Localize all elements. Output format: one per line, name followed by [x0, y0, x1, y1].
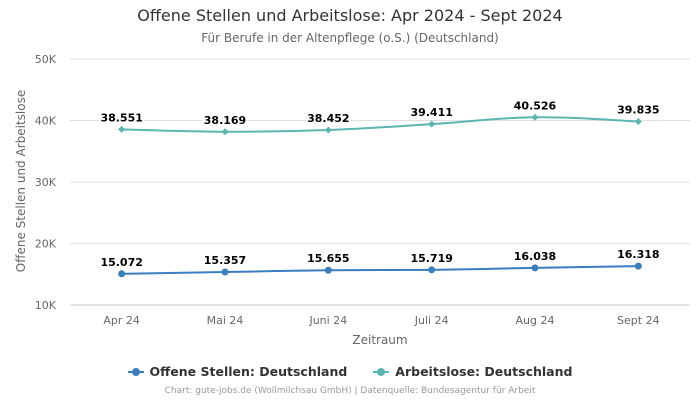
legend-item-arbeitslose[interactable]: Arbeitslose: Deutschland: [373, 364, 572, 379]
data-label: 15.072: [100, 256, 142, 269]
data-label: 39.411: [410, 106, 452, 119]
data-point: [118, 270, 126, 278]
chart-subtitle: Für Berufe in der Altenpflege (o.S.) (De…: [201, 31, 499, 45]
data-label: 16.318: [617, 248, 659, 261]
data-point: [221, 128, 229, 136]
x-axis-ticks: Apr 24 Mai 24 Juni 24 Juli 24 Aug 24 Sept 24: [103, 314, 659, 327]
data-label: 38.169: [204, 114, 246, 127]
data-point: [634, 118, 642, 126]
series-layer: [118, 113, 642, 278]
chart-title: Offene Stellen und Arbeitslose: Apr 2024…: [137, 6, 563, 25]
chart-plot: 10K 20K 30K 40K 50K Apr 24 Mai 24 Juni 24 Juli …: [14, 53, 690, 347]
data-point: [118, 125, 126, 133]
series-line: [121, 265, 639, 275]
data-label: 15.357: [204, 254, 246, 267]
grid-lines: [70, 58, 690, 306]
data-label: 15.655: [307, 252, 349, 265]
data-label: 38.551: [100, 111, 142, 124]
x-tick-label: Mai 24: [207, 314, 244, 327]
data-label: 38.452: [307, 112, 349, 125]
data-point: [428, 266, 436, 274]
y-tick-label: 50K: [35, 53, 57, 66]
data-point: [324, 266, 332, 274]
data-point: [428, 120, 436, 128]
y-tick-label: 40K: [35, 115, 57, 128]
data-point: [221, 268, 229, 276]
x-tick-label: Apr 24: [103, 314, 140, 327]
data-point: [324, 126, 332, 134]
data-label: 39.835: [617, 104, 659, 117]
legend-swatch-arbeitslose: [373, 367, 390, 377]
data-label: 15.719: [410, 252, 452, 265]
data-labels: 15.072 15.357 15.655 15.719 16.038 16.318 38.5…: [99, 98, 661, 271]
x-tick-label: Aug 24: [516, 314, 555, 327]
y-axis-ticks: 10K 20K 30K 40K 50K: [35, 53, 57, 312]
chart-credits: Chart: gute-jobs.de (Wollmilchsau GmbH) …: [164, 386, 536, 396]
series-line: [121, 116, 639, 133]
y-tick-label: 20K: [35, 238, 57, 251]
x-tick-label: Sept 24: [617, 314, 660, 327]
data-point: [531, 264, 539, 272]
x-tick-label: Juni 24: [308, 314, 347, 327]
y-axis-title: Offene Stellen und Arbeitslose: [14, 90, 28, 272]
x-tick-label: Juli 24: [414, 314, 449, 327]
data-point: [531, 113, 539, 121]
legend: Offene Stellen: Deutschland Arbeitslose:…: [0, 364, 700, 379]
data-label: 16.038: [514, 250, 556, 263]
data-point: [634, 262, 642, 270]
data-label: 40.526: [514, 99, 557, 112]
legend-item-offene-stellen[interactable]: Offene Stellen: Deutschland: [127, 364, 348, 379]
x-axis-title: Zeitraum: [352, 333, 407, 347]
y-tick-label: 10K: [35, 299, 57, 312]
legend-label-offene-stellen: Offene Stellen: Deutschland: [149, 364, 348, 379]
legend-label-arbeitslose: Arbeitslose: Deutschland: [395, 364, 573, 379]
y-tick-label: 30K: [35, 176, 57, 189]
legend-swatch-offene-stellen: [127, 367, 144, 377]
